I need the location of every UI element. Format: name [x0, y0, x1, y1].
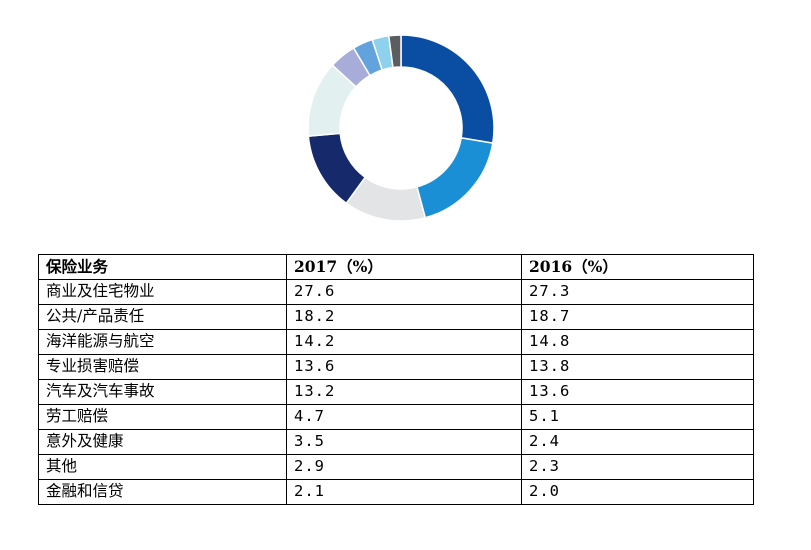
- header-2016: 2016（%）: [521, 254, 754, 280]
- cell-business: 专业损害赔偿: [38, 354, 287, 380]
- table-row: 商业及住宅物业 27.6 27.3: [38, 279, 754, 305]
- cell-business: 金融和信贷: [38, 479, 287, 505]
- cell-2017: 13.2: [286, 379, 522, 405]
- cell-business: 商业及住宅物业: [38, 279, 287, 305]
- cell-2016: 2.3: [521, 454, 754, 480]
- donut-chart: [307, 34, 495, 222]
- donut-slice: [415, 137, 494, 219]
- insurance-business-table: 保险业务 2017（%） 2016（%） 商业及住宅物业 27.6 27.3 公共/产…: [38, 254, 754, 505]
- cell-2017: 2.1: [286, 479, 522, 505]
- table-row: 金融和信贷 2.1 2.0: [38, 479, 754, 505]
- cell-2017: 14.2: [286, 329, 522, 355]
- cell-2016: 13.8: [521, 354, 754, 380]
- cell-2017: 27.6: [286, 279, 522, 305]
- table-row: 专业损害赔偿 13.6 13.8: [38, 354, 754, 380]
- cell-2017: 18.2: [286, 304, 522, 330]
- cell-2017: 4.7: [286, 404, 522, 430]
- cell-2016: 5.1: [521, 404, 754, 430]
- table-row: 海洋能源与航空 14.2 14.8: [38, 329, 754, 355]
- cell-business: 其他: [38, 454, 287, 480]
- cell-2016: 18.7: [521, 304, 754, 330]
- table-row: 意外及健康 3.5 2.4: [38, 429, 754, 455]
- donut-slice: [387, 34, 402, 69]
- cell-2016: 13.6: [521, 379, 754, 405]
- header-business: 保险业务: [38, 254, 287, 280]
- cell-2017: 2.9: [286, 454, 522, 480]
- table-header-row: 保险业务 2017（%） 2016（%）: [38, 254, 754, 280]
- cell-2017: 13.6: [286, 354, 522, 380]
- cell-2016: 2.0: [521, 479, 754, 505]
- cell-2016: 27.3: [521, 279, 754, 305]
- header-2017: 2017（%）: [286, 254, 522, 280]
- cell-2016: 14.8: [521, 329, 754, 355]
- cell-2017: 3.5: [286, 429, 522, 455]
- cell-business: 公共/产品责任: [38, 304, 287, 330]
- cell-2016: 2.4: [521, 429, 754, 455]
- cell-business: 汽车及汽车事故: [38, 379, 287, 405]
- table-row: 劳工赔偿 4.7 5.1: [38, 404, 754, 430]
- table-row: 其他 2.9 2.3: [38, 454, 754, 480]
- cell-business: 海洋能源与航空: [38, 329, 287, 355]
- cell-business: 意外及健康: [38, 429, 287, 455]
- table-row: 汽车及汽车事故 13.2 13.6: [38, 379, 754, 405]
- donut-slice: [400, 34, 495, 144]
- cell-business: 劳工赔偿: [38, 404, 287, 430]
- table-row: 公共/产品责任 18.2 18.7: [38, 304, 754, 330]
